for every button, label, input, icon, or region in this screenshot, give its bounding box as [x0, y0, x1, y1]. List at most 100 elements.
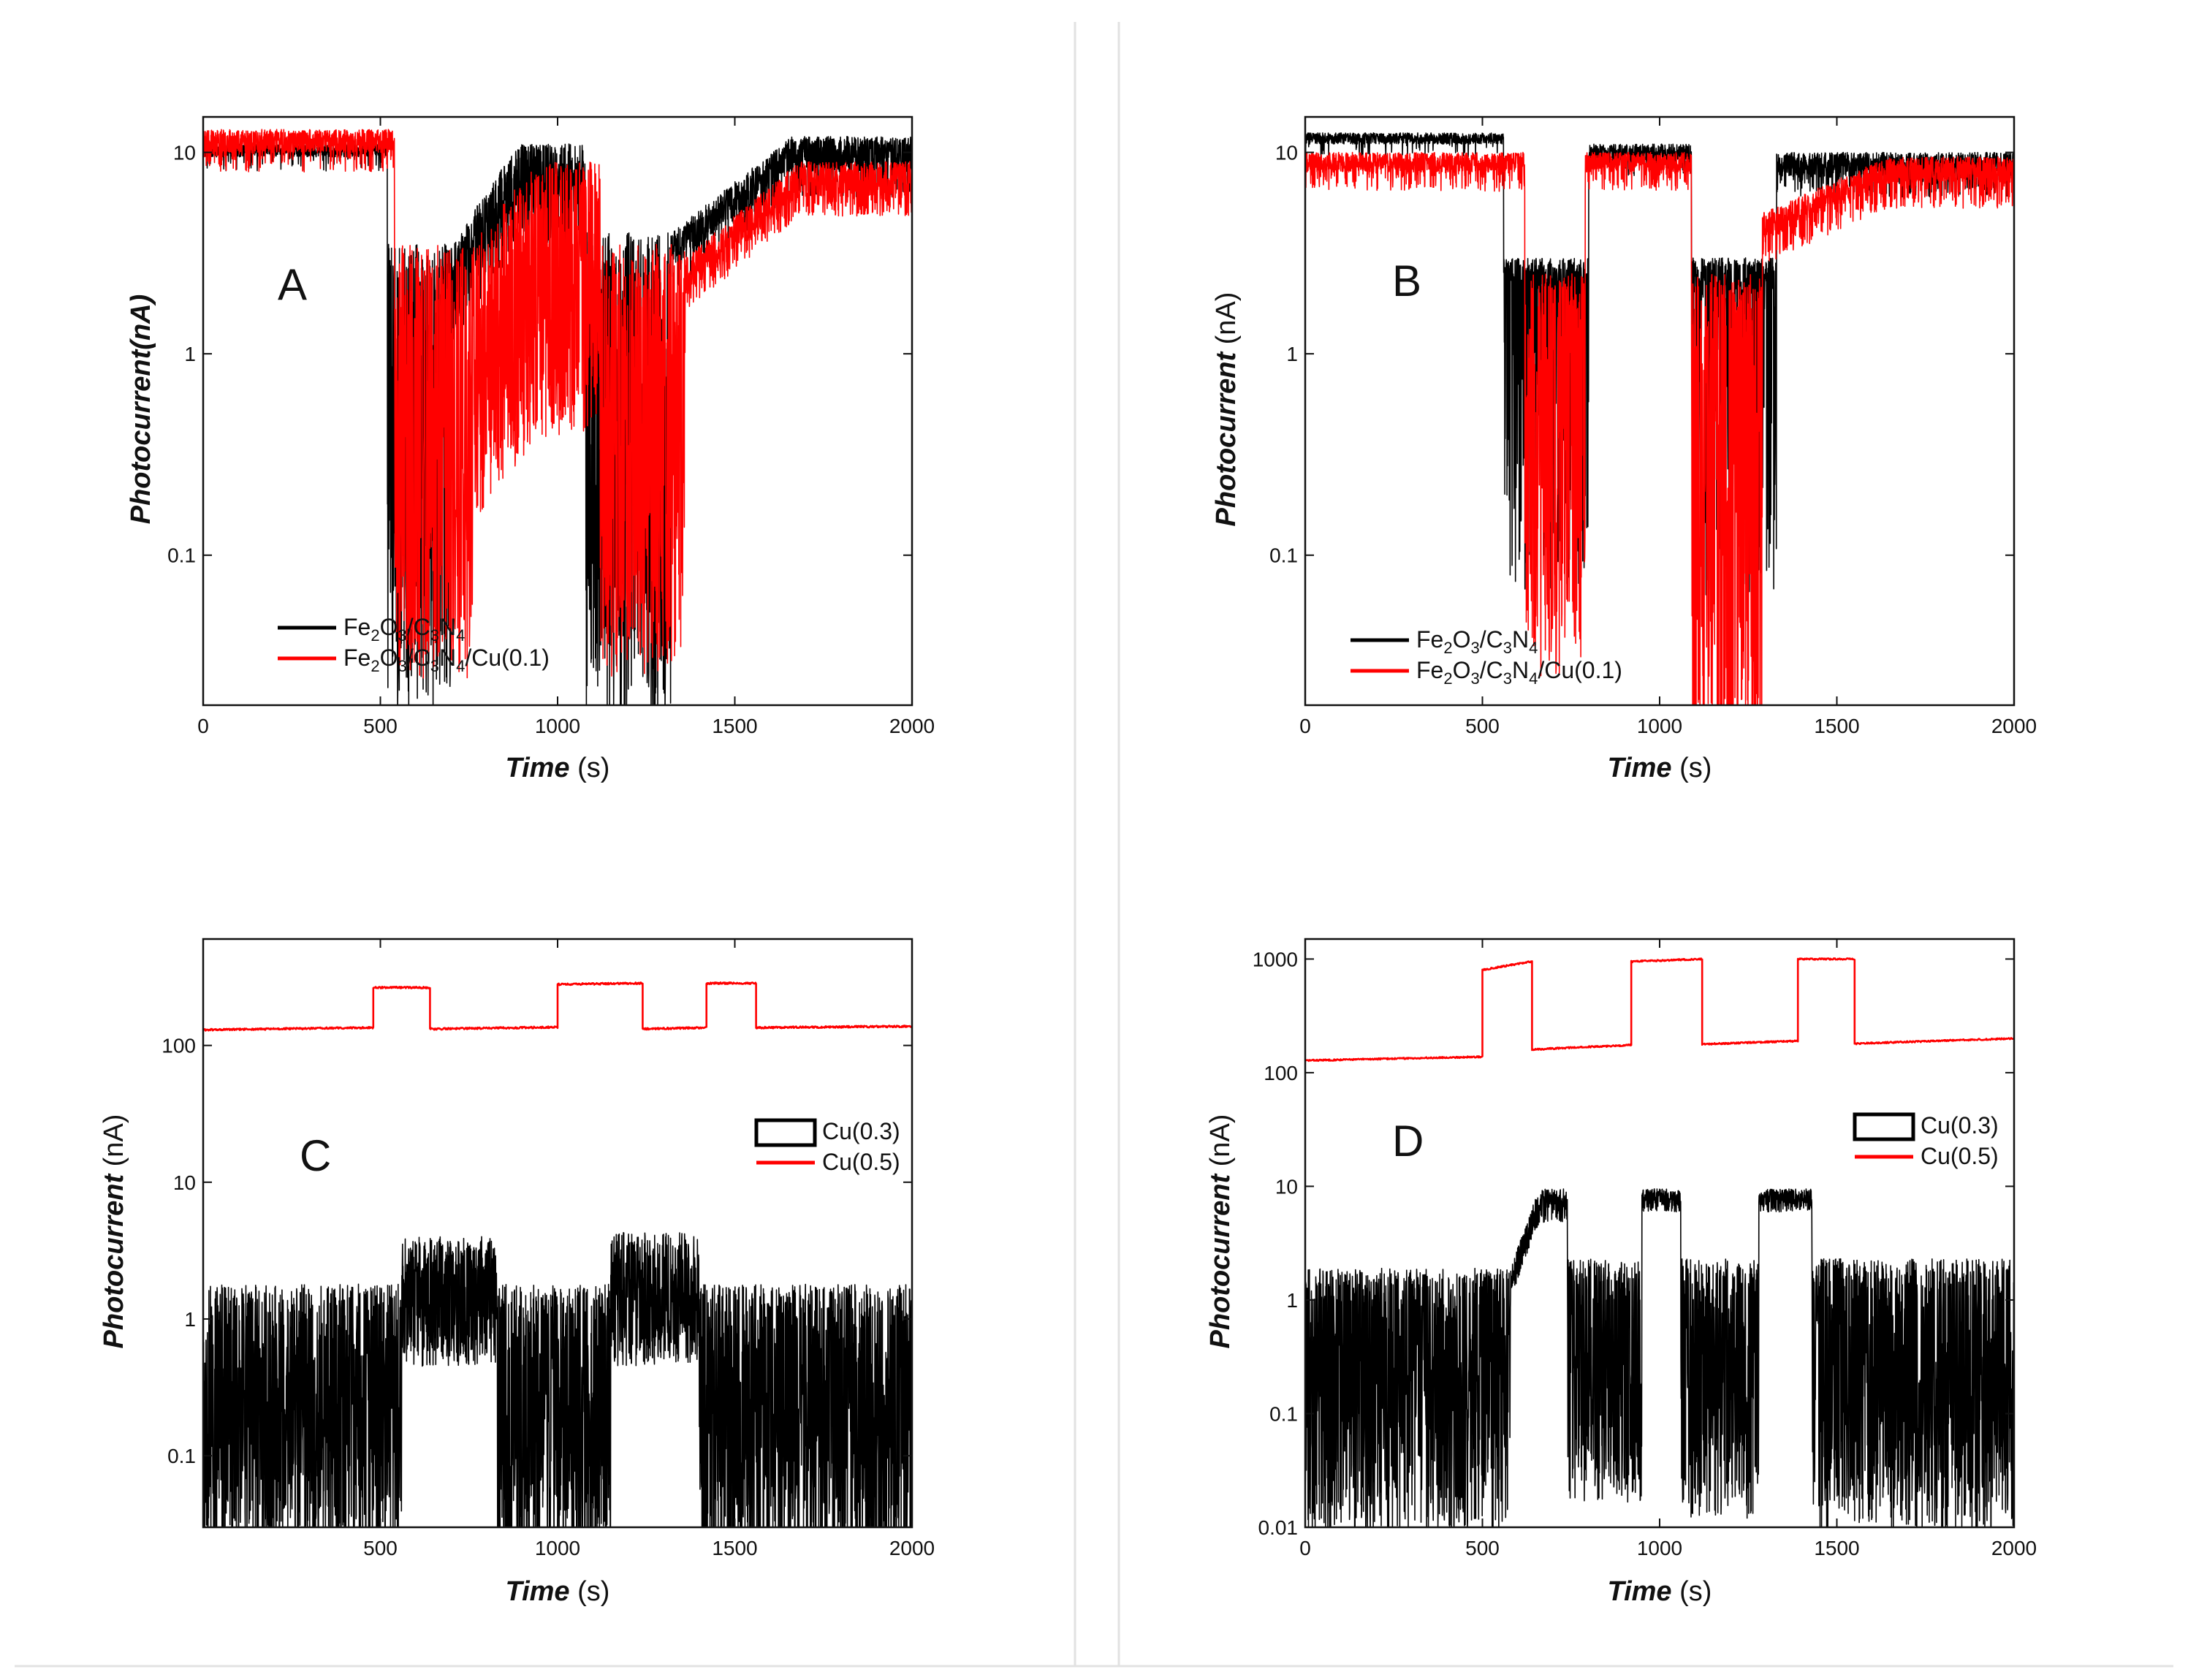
legend-text-part: O — [1453, 657, 1471, 683]
legend-label: Fe2O3/C3N4/Cu(0.1) — [343, 645, 550, 675]
y-tick-label: 100 — [1264, 1062, 1298, 1084]
legend-text-part: /C — [407, 614, 430, 640]
legend-text-part: 2 — [1443, 639, 1452, 657]
panel-letter: D — [1392, 1117, 1424, 1166]
chart-panel-d: 0 500 1000 1500 2000 0.01 0.1 1 10 100 1000 Time (s… — [1205, 938, 2037, 1607]
chart-panel-c: 500 1000 1500 2000 0.1 1 10 100 Time (s) Photocur… — [99, 938, 935, 1607]
plot-area — [1305, 132, 2014, 705]
legend-text-part: 4 — [456, 657, 465, 675]
legend-label: Fe2O3/C3N4/Cu(0.1) — [1416, 657, 1622, 688]
y-axis-title: Photocurrent (nA) — [1205, 1114, 1236, 1349]
legend-text-part: Cu(0.3) — [822, 1118, 900, 1144]
legend-text-part: 3 — [1470, 669, 1479, 688]
legend-text-part: /C — [407, 645, 430, 671]
legend-text-part: O — [380, 645, 398, 671]
x-axis-title: Time (s) — [1608, 753, 1712, 783]
legend-text-part: O — [380, 614, 398, 640]
y-tick-label: 0.1 — [167, 544, 196, 567]
y-tick-label: 1 — [1286, 1289, 1298, 1312]
legend-text-part: Cu(0.3) — [1921, 1112, 1999, 1139]
legend-text-part: O — [1453, 626, 1471, 653]
x-tick-label: 0 — [1299, 1537, 1311, 1559]
x-axis-title-main: Time — [506, 1576, 570, 1607]
legend-text-part: 3 — [430, 657, 439, 675]
y-tick-label: 10 — [1275, 1175, 1298, 1198]
y-tick-label: 10 — [1275, 142, 1298, 164]
y-axis-title-unit: (nA) — [1211, 292, 1242, 352]
legend-text-part: Cu(0.5) — [1921, 1143, 1999, 1169]
x-tick-label: 1000 — [1637, 715, 1682, 737]
legend-label: Cu(0.5) — [1921, 1143, 1999, 1169]
x-tick-label: 1000 — [1637, 1537, 1682, 1559]
legend-text-part: Fe — [343, 614, 371, 640]
y-axis-title: Photocurrent(nA) — [126, 294, 156, 525]
legend: Cu(0.3) Cu(0.5) — [754, 1118, 900, 1175]
panel-letter: A — [278, 260, 307, 309]
legend-text-part: 4 — [1529, 669, 1538, 688]
x-axis-title: Time (s) — [506, 1576, 610, 1607]
plot-area — [203, 129, 912, 705]
y-tick-label: 1 — [184, 343, 196, 365]
x-tick-label: 500 — [1465, 1537, 1500, 1559]
legend-text-part: 3 — [398, 657, 406, 675]
series-line-second — [1305, 957, 2014, 1063]
y-tick-label: 1000 — [1253, 948, 1298, 970]
y-tick-label: 100 — [162, 1035, 196, 1057]
legend-text-part: N — [1512, 626, 1529, 653]
panel-letter: B — [1392, 256, 1421, 305]
chart-panel-a: 0 500 1000 1500 2000 0.1 1 10 Time (s) Photocurre… — [126, 115, 935, 783]
legend-label: Fe2O3/C3N4 — [343, 614, 465, 645]
series-line-second — [203, 981, 912, 1032]
y-tick-label: 1 — [184, 1308, 196, 1331]
x-tick-label: 500 — [363, 1537, 398, 1559]
x-tick-label: 1500 — [712, 1537, 757, 1559]
x-axis-title: Time (s) — [506, 753, 610, 783]
legend-text-part: /C — [1480, 657, 1503, 683]
legend-label: Cu(0.3) — [822, 1118, 900, 1144]
legend: Cu(0.3) Cu(0.5) — [1853, 1112, 1999, 1169]
plot-area — [203, 981, 912, 1527]
legend-label: Cu(0.5) — [822, 1149, 900, 1175]
legend-text-part: /Cu(0.1) — [465, 645, 550, 671]
x-tick-label: 1500 — [712, 715, 757, 737]
legend-label: Cu(0.3) — [1921, 1112, 1999, 1139]
legend-text-part: 2 — [371, 657, 379, 675]
y-tick-label: 0.1 — [1269, 544, 1298, 567]
x-axis-title-main: Time — [506, 753, 570, 783]
legend-text-part: 3 — [1470, 639, 1479, 657]
x-axis-title-unit: (s) — [1672, 1576, 1712, 1607]
legend-text-part: 3 — [1503, 669, 1512, 688]
legend-text-part: 3 — [430, 626, 439, 645]
y-axis-title: Photocurrent (nA) — [1211, 292, 1242, 527]
legend-text-part: 4 — [1529, 639, 1538, 657]
legend-text-part: 2 — [371, 626, 379, 645]
x-tick-label: 2000 — [1991, 1537, 2037, 1559]
y-tick-label: 10 — [173, 1171, 196, 1194]
x-axis-title-unit: (s) — [1672, 753, 1712, 783]
x-tick-label: 500 — [363, 715, 398, 737]
y-tick-label: 10 — [173, 142, 196, 164]
x-axis-title-unit: (s) — [570, 1576, 610, 1607]
y-tick-label: 0.01 — [1258, 1516, 1299, 1539]
legend-text-part: 3 — [1503, 639, 1512, 657]
x-tick-label: 1500 — [1814, 1537, 1859, 1559]
y-axis-title-main: Photocurrent — [99, 1174, 129, 1349]
legend-text-part: N — [439, 614, 456, 640]
series-line-first — [203, 1232, 912, 1527]
series-line-second — [203, 129, 912, 679]
legend-text-part: 2 — [1443, 669, 1452, 688]
y-axis-title-unit: (nA) — [1205, 1114, 1236, 1174]
y-axis-title-main: Photocurrent — [1205, 1174, 1236, 1349]
legend-text-part: /Cu(0.1) — [1538, 657, 1622, 683]
legend-swatch-box — [754, 1118, 817, 1147]
x-tick-label: 2000 — [889, 1537, 935, 1559]
legend-text-part: 3 — [398, 626, 406, 645]
legend-text-part: 4 — [456, 626, 465, 645]
legend-text-part: Fe — [343, 645, 371, 671]
x-tick-label: 500 — [1465, 715, 1500, 737]
legend-text-part: Fe — [1416, 626, 1443, 653]
y-tick-label: 1 — [1286, 343, 1298, 365]
legend-text-part: N — [439, 645, 456, 671]
